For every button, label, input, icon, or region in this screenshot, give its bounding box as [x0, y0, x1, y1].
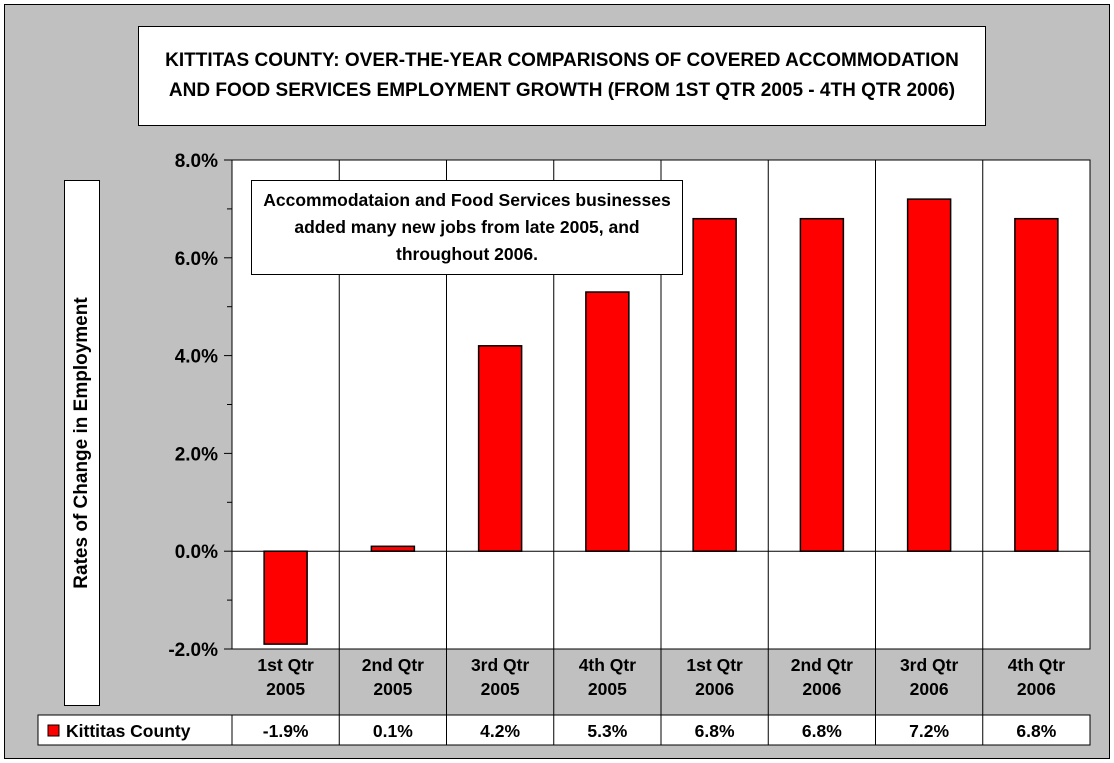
chart-title: KITTITAS COUNTY: OVER-THE-YEAR COMPARISO…: [138, 26, 986, 126]
x-tick-label: 2nd Qtr: [791, 655, 853, 675]
data-table-value: -1.9%: [263, 721, 309, 741]
data-table-value: 6.8%: [802, 721, 842, 741]
data-table-value: 0.1%: [373, 721, 413, 741]
data-table-value: 6.8%: [695, 721, 735, 741]
annotation-note: Accommodataion and Food Services busines…: [251, 180, 683, 275]
data-table-value: 4.2%: [480, 721, 520, 741]
bar: [1014, 217, 1059, 552]
x-tick-label: 4th Qtr: [579, 655, 637, 675]
y-tick-label: 8.0%: [175, 151, 218, 172]
x-tick-label: 2006: [802, 679, 841, 699]
y-tick-label: 0.0%: [175, 542, 218, 563]
bar: [263, 550, 308, 645]
x-tick-label: 2006: [695, 679, 734, 699]
x-tick-label: 4th Qtr: [1008, 655, 1066, 675]
bar: [692, 217, 737, 552]
x-tick-label: 2005: [481, 679, 520, 699]
x-tick-label: 3rd Qtr: [900, 655, 959, 675]
bar: [477, 345, 523, 552]
x-tick-label: 3rd Qtr: [471, 655, 530, 675]
y-tick-label: -2.0%: [168, 640, 218, 661]
data-table-value: 6.8%: [1016, 721, 1056, 741]
x-tick-label: 2005: [266, 679, 305, 699]
x-tick-label: 1st Qtr: [686, 655, 743, 675]
y-axis-title-box: [64, 180, 100, 706]
x-tick-label: 2006: [910, 679, 949, 699]
y-tick-label: 4.0%: [175, 347, 218, 368]
data-table-value: 7.2%: [909, 721, 949, 741]
data-table-value: 5.3%: [587, 721, 627, 741]
bar: [799, 217, 845, 552]
bar: [370, 545, 416, 552]
legend-key: [47, 724, 60, 737]
x-tick-label: 2005: [588, 679, 627, 699]
legend-series-name: Kittitas County: [66, 721, 191, 741]
x-tick-label: 1st Qtr: [257, 655, 314, 675]
y-tick-label: 2.0%: [175, 444, 218, 465]
bar: [906, 198, 952, 552]
data-table: [37, 714, 1091, 746]
x-tick-label: 2006: [1017, 679, 1056, 699]
x-tick-label: 2005: [373, 679, 412, 699]
x-tick-label: 2nd Qtr: [362, 655, 424, 675]
bar: [585, 291, 630, 552]
y-tick-label: 6.0%: [175, 249, 218, 270]
